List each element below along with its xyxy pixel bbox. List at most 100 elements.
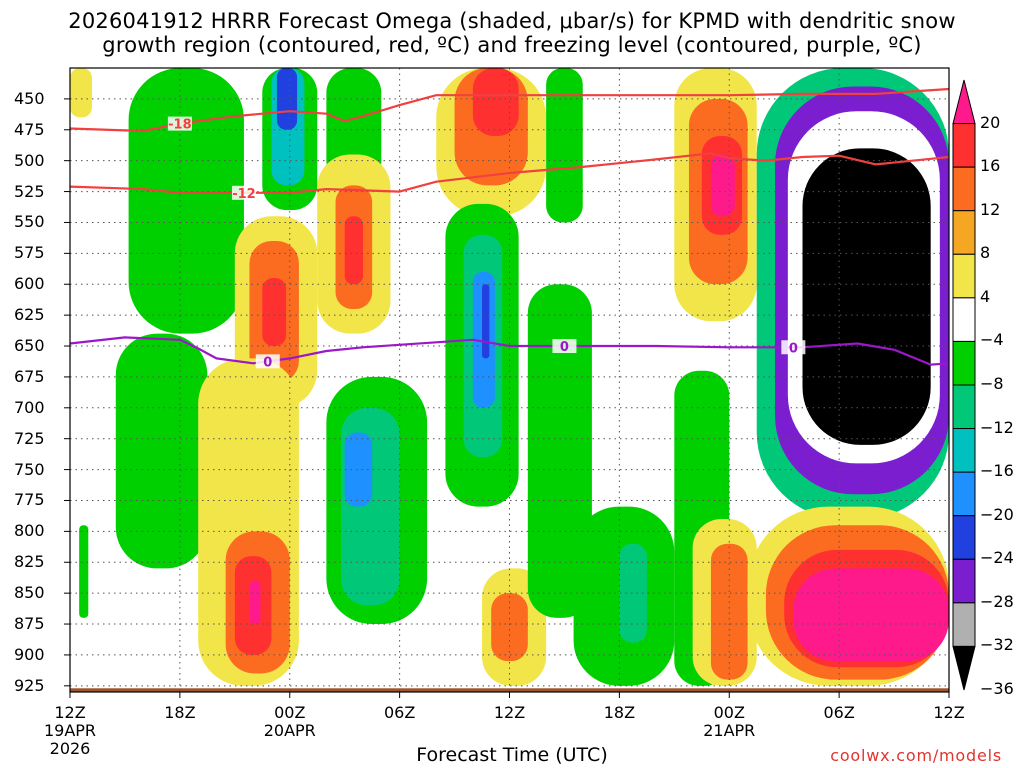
temperature-contours: -18 -12 0 0 0	[70, 87, 949, 370]
colorbar-bin	[952, 602, 976, 647]
contour-label-bg	[167, 116, 192, 131]
x-axis-title: Forecast Time (UTC)	[416, 744, 608, 766]
x-tick-label: 12Z	[493, 703, 526, 722]
x-tick-label: 12Z	[933, 703, 965, 722]
colorbar-tick-label: −24	[980, 548, 1014, 568]
plot-frame	[69, 67, 950, 693]
contour-label: 0	[560, 340, 569, 355]
y-tick-label: 750	[14, 459, 45, 479]
y-tick-label: 450	[14, 88, 45, 108]
omega-cell	[326, 68, 382, 186]
colorbar-bin	[952, 79, 976, 125]
colorbar-bin	[952, 471, 976, 517]
omega-cell	[276, 68, 298, 130]
omega-cell	[527, 284, 592, 618]
colorbar-tick-label: 4	[980, 286, 991, 306]
y-tick-label: 825	[14, 552, 45, 572]
omega-cell	[482, 284, 490, 359]
freezing-level-0-line	[70, 336, 949, 366]
x-tick-label: 00Z	[274, 703, 306, 722]
omega-cell	[793, 568, 949, 662]
omega-cell	[344, 216, 363, 285]
contour-label-bg	[781, 340, 806, 355]
colorbar-tick-label: −20	[980, 504, 1014, 524]
y-tick-label: 900	[14, 644, 45, 664]
contour-label: -18	[168, 118, 192, 133]
colorbar	[952, 79, 976, 691]
y-tick-label: 500	[14, 150, 45, 170]
contour-label: 0	[789, 341, 798, 356]
colorbar-bin	[952, 166, 976, 212]
colorbar-tick-label: −32	[980, 635, 1014, 655]
colorbar-bin	[952, 297, 976, 342]
x-tick-label: 18Z	[164, 703, 196, 722]
omega-cell	[262, 278, 287, 347]
colorbar-bin	[952, 428, 976, 473]
contour-label-bg	[552, 339, 577, 354]
colorbar-tick-label: −28	[980, 591, 1014, 611]
x-tick-year-label: 2026	[49, 739, 91, 758]
omega-cell	[79, 525, 89, 618]
x-tick-label: 18Z	[603, 703, 636, 722]
plot-border	[69, 67, 950, 693]
colorbar-bin	[952, 645, 976, 691]
colorbar-tick-label: −12	[980, 417, 1014, 437]
colorbar-tick-label: 16	[980, 156, 1001, 176]
colorbar-bin	[952, 558, 976, 604]
contour-label-bg	[255, 354, 280, 369]
omega-cell	[491, 593, 528, 662]
y-tick-label: 775	[14, 490, 45, 510]
isotherm-minus-18-line	[70, 87, 949, 133]
y-tick-label: 925	[14, 675, 45, 695]
colorbar-bin	[952, 515, 976, 560]
y-tick-label: 650	[14, 336, 45, 356]
colorbar-tick-label: −16	[980, 461, 1014, 481]
x-tick-label: 06Z	[383, 703, 416, 722]
contour-label-bg	[231, 185, 256, 200]
omega-cell	[128, 68, 244, 334]
y-tick-label: 550	[14, 212, 45, 232]
colorbar-tick-label: 20	[980, 112, 1001, 132]
omega-cell	[472, 68, 519, 136]
y-tick-label: 725	[14, 428, 45, 448]
omega-cell	[115, 333, 208, 569]
x-tick-label: 06Z	[823, 703, 855, 722]
x-tick-date-label: 20APR	[263, 721, 316, 740]
y-tick-label: 850	[14, 583, 45, 603]
colorbar-tick-label: −8	[980, 374, 1004, 393]
colorbar-bin	[952, 384, 976, 430]
y-tick-label: 475	[14, 119, 45, 139]
y-tick-label: 575	[14, 243, 45, 263]
chart-title-line-2: growth region (contoured, red, ºC) and f…	[102, 33, 922, 57]
omega-cell	[70, 68, 92, 118]
omega-cell	[802, 148, 931, 445]
omega-cell	[249, 580, 261, 625]
x-tick-date-label: 21APR	[703, 721, 756, 740]
omega-cell	[710, 154, 735, 217]
x-tick-date-label: 19APR	[43, 721, 97, 740]
colorbar-bin	[952, 123, 976, 168]
colorbar-bin	[952, 340, 976, 386]
colorbar-bin	[952, 210, 976, 255]
contour-label: -12	[232, 187, 256, 202]
x-tick-label: 00Z	[713, 703, 745, 722]
omega-cell	[546, 68, 583, 223]
chart-title-line-1: 2026041912 HRRR Forecast Omega (shaded, …	[68, 9, 956, 33]
colorbar-tick-label: −4	[980, 330, 1004, 350]
y-tick-label: 675	[14, 366, 45, 386]
credit-link[interactable]: coolwx.com/models	[830, 746, 1002, 765]
colorbar-tick-label: 8	[980, 243, 991, 263]
y-tick-label: 525	[14, 181, 45, 201]
omega-shading	[70, 68, 949, 686]
colorbar-tick-label: 12	[980, 199, 1001, 219]
x-tick-label: 12Z	[54, 703, 86, 722]
omega-cell	[710, 543, 748, 680]
y-tick-label: 625	[14, 305, 45, 325]
contour-label: 0	[263, 355, 272, 370]
omega-cell	[619, 543, 647, 643]
y-tick-label: 700	[14, 397, 45, 417]
y-tick-label: 600	[14, 274, 45, 294]
omega-cell	[344, 432, 373, 507]
y-tick-label: 875	[14, 614, 45, 634]
